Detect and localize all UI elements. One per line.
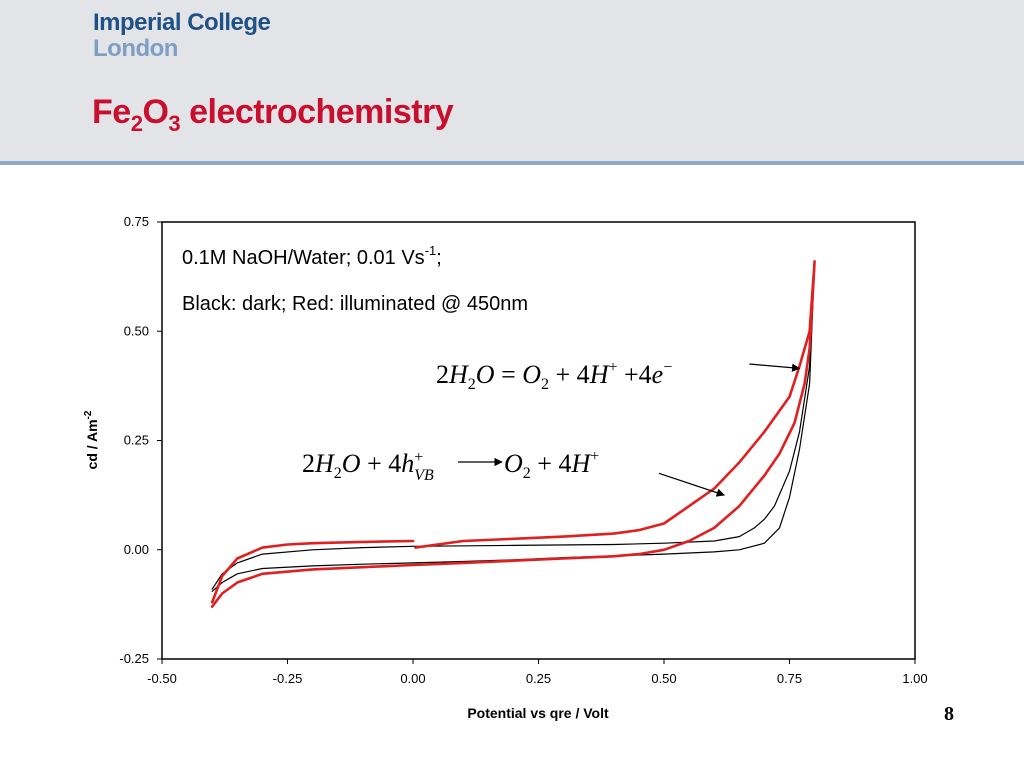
x-tick-label: 0.00: [400, 671, 425, 686]
title-sub-2: 2: [130, 111, 143, 136]
conditions-annotation: 0.1M NaOH/Water; 0.01 Vs-1;: [182, 243, 442, 269]
x-tick-label: -0.25: [273, 671, 303, 686]
title-fe: Fe: [92, 93, 131, 131]
y-axis-label: cd / Am-2: [83, 410, 100, 469]
water-oxidation-equation: 2H2O = O2 + 4H+ +4e−: [436, 359, 672, 393]
x-tick-label: 0.75: [777, 671, 802, 686]
y-tick-label: -0.25: [119, 651, 149, 666]
series-line-2: [210, 260, 816, 608]
plot-area-frame: [161, 221, 916, 660]
y-tick-label: 0.75: [124, 214, 149, 229]
x-tick-label: 0.25: [526, 671, 551, 686]
logo-line-2: London: [93, 35, 178, 62]
slide-title: Fe2O3 electrochemistry: [92, 93, 454, 135]
conditions-end: ;: [436, 247, 442, 269]
y-axis-ticks: -0.25 0.00 0.25 0.50 0.75: [119, 214, 162, 666]
y-tick-label: 0.00: [124, 542, 149, 557]
y-tick-label: 0.25: [124, 433, 149, 448]
legend-annotation: Black: dark; Red: illuminated @ 450nm: [182, 293, 528, 315]
y-axis-label-main: cd / Am: [84, 419, 100, 469]
series-line-3: [210, 539, 415, 604]
x-tick-label: 1.00: [902, 671, 927, 686]
y-tick-label: 0.50: [124, 323, 149, 338]
conditions-main: 0.1M NaOH/Water; 0.01 Vs: [182, 247, 425, 269]
logo-line-1: Imperial College: [93, 9, 271, 36]
hole-oxidation-equation: 2H2O + 4h+ VB O2 + 4H+: [302, 448, 599, 484]
header-bar: [0, 0, 1024, 162]
title-sub-3: 3: [168, 111, 181, 136]
title-o: O: [142, 93, 169, 131]
college-logo: Imperial College London: [93, 9, 271, 62]
y-axis-label-sup: -2: [83, 410, 94, 419]
annotation-arrow-1: [749, 363, 801, 372]
title-rest: electrochemistry: [180, 93, 454, 131]
page-number: 8: [944, 703, 954, 725]
conditions-sup: -1: [425, 243, 437, 258]
x-axis-ticks: -0.50 -0.25 0.00 0.25 0.50 0.75 1.00: [147, 659, 928, 686]
x-axis-label: Potential vs qre / Volt: [467, 705, 609, 721]
annotation-arrow-2: [658, 472, 726, 497]
header-divider: [0, 161, 1024, 165]
x-tick-label: -0.50: [147, 671, 177, 686]
arrow-layer: [658, 363, 801, 497]
series-layer: [210, 260, 816, 608]
x-tick-label: 0.50: [651, 671, 676, 686]
